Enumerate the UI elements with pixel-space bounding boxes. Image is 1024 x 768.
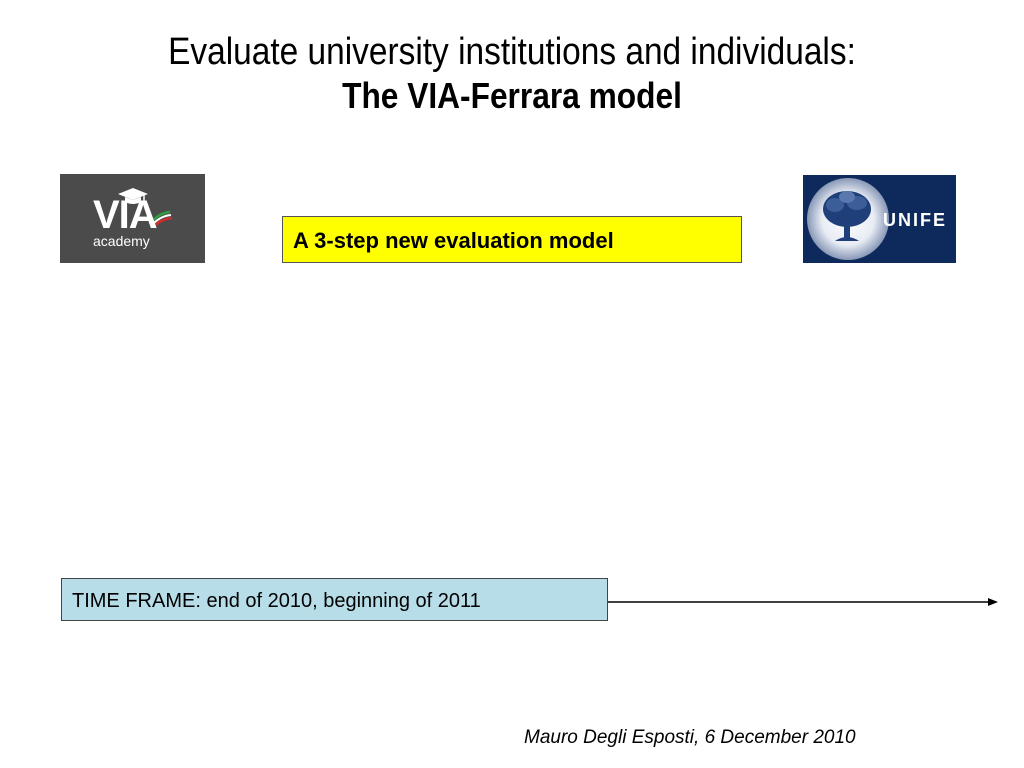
timeline-arrow-icon <box>608 598 998 606</box>
graduation-cap-icon <box>118 188 148 204</box>
slide-title: Evaluate university institutions and ind… <box>0 30 1024 118</box>
tricolor-swoosh-icon <box>148 210 172 226</box>
slide-footer: Mauro Degli Esposti, 6 December 2010 <box>524 727 856 748</box>
via-logo-text: VIA <box>93 193 158 237</box>
step-model-box: A 3-step new evaluation model <box>282 216 742 263</box>
unife-logo-text: UNIFE <box>883 210 947 230</box>
step-model-text: A 3-step new evaluation model <box>293 228 614 253</box>
title-line-2: The VIA-Ferrara model <box>342 75 682 116</box>
academy-logo-text: academy <box>93 233 150 249</box>
time-frame-text: TIME FRAME: end of 2010, beginning of 20… <box>72 590 481 612</box>
title-line-1: Evaluate university institutions and ind… <box>168 31 856 73</box>
tree-icon <box>823 191 871 241</box>
unife-logo: UNIFE <box>803 175 956 263</box>
via-academy-logo: VIA academy <box>60 174 205 263</box>
time-frame-box: TIME FRAME: end of 2010, beginning of 20… <box>61 578 608 621</box>
